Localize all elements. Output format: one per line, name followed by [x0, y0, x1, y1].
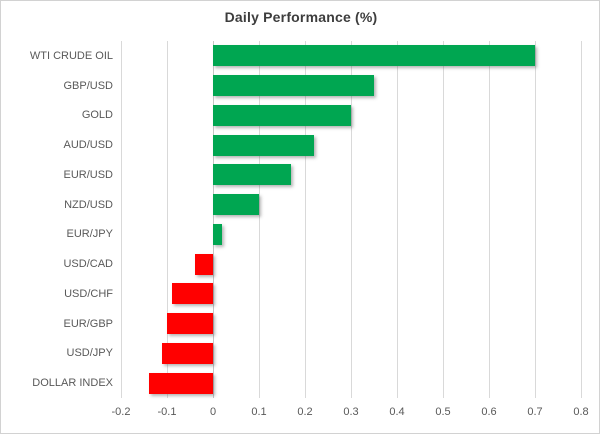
bar-usd-cad	[195, 254, 213, 275]
x-tick-label: 0.2	[297, 406, 313, 418]
gridline	[397, 41, 398, 398]
category-label-gold: GOLD	[81, 109, 113, 121]
x-tick-label: 0.1	[251, 406, 267, 418]
bar-gbp-usd	[213, 75, 374, 96]
zero-axis-line	[213, 41, 214, 398]
chart-title: Daily Performance (%)	[224, 9, 378, 25]
category-label-usd-jpy: USD/JPY	[66, 347, 113, 359]
bar-eur-jpy	[213, 224, 222, 245]
bar-wti-crude-oil	[213, 45, 535, 66]
bar-usd-chf	[172, 283, 213, 304]
gridline	[535, 41, 536, 398]
gridline	[167, 41, 168, 398]
category-label-eur-gbp: EUR/GBP	[63, 318, 113, 330]
gridline	[581, 41, 582, 398]
bar-gold	[213, 105, 351, 126]
x-tick-label: 0.3	[343, 406, 359, 418]
category-label-usd-chf: USD/CHF	[64, 288, 113, 300]
x-tick-label: 0	[209, 406, 217, 418]
x-tick-label: 0.5	[435, 406, 451, 418]
bar-aud-usd	[213, 135, 314, 156]
x-tick-label: -0.1	[157, 406, 177, 418]
x-tick-label: 0.8	[573, 406, 589, 418]
gridline	[305, 41, 306, 398]
category-label-wti-crude-oil: WTI CRUDE OIL	[29, 50, 113, 62]
bar-eur-usd	[213, 164, 291, 185]
gridline	[259, 41, 260, 398]
bar-eur-gbp	[167, 313, 213, 334]
category-label-eur-jpy: EUR/JPY	[66, 228, 113, 240]
category-label-nzd-usd: NZD/USD	[64, 199, 113, 211]
category-label-eur-usd: EUR/USD	[63, 169, 113, 181]
bar-usd-jpy	[162, 343, 213, 364]
gridline	[489, 41, 490, 398]
category-label-gbp-usd: GBP/USD	[63, 80, 113, 92]
x-tick-label: 0.6	[481, 406, 497, 418]
category-label-usd-cad: USD/CAD	[63, 258, 113, 270]
x-tick-label: 0.7	[527, 406, 543, 418]
category-label-aud-usd: AUD/USD	[63, 139, 113, 151]
bar-nzd-usd	[213, 194, 259, 215]
gridline	[443, 41, 444, 398]
bar-dollar-index	[149, 373, 213, 394]
gridline	[121, 41, 122, 398]
plot-area	[121, 41, 582, 398]
gridline	[351, 41, 352, 398]
category-label-dollar-index: DOLLAR INDEX	[32, 377, 113, 389]
x-tick-label: 0.4	[389, 406, 405, 418]
x-tick-label: -0.2	[111, 406, 131, 418]
